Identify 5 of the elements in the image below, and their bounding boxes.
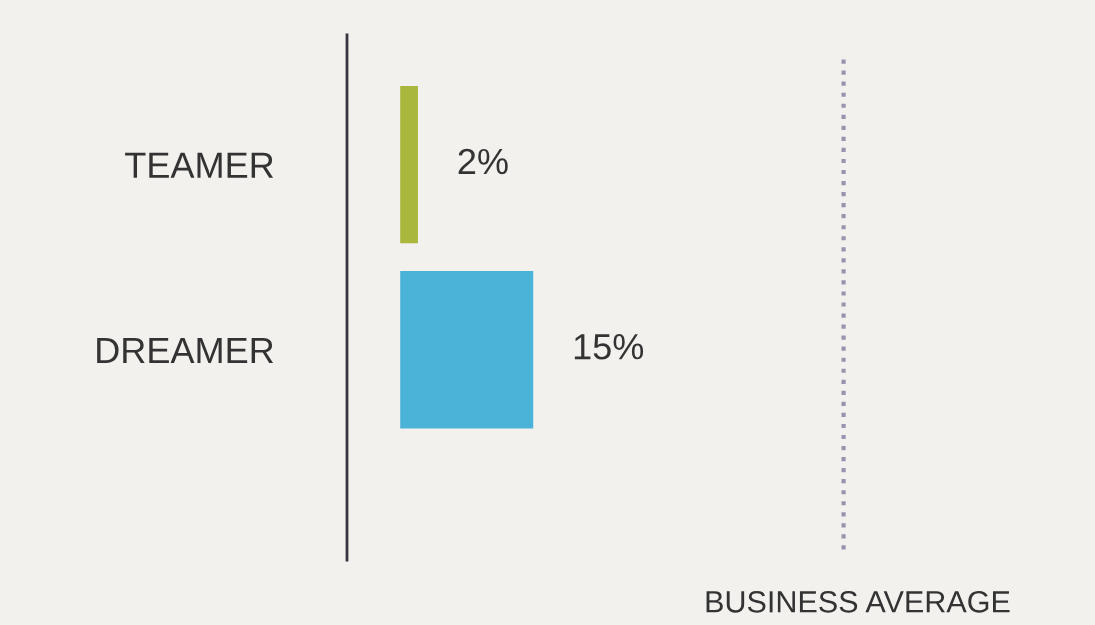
y-tick-label: TEAMER [125,152,274,178]
data-label: 15% [574,334,644,360]
data-label: 2% [458,148,508,175]
y-tick-label: DREAMER [97,338,274,363]
ref-line-label: BUSINESS AVERAGE [706,591,1010,613]
